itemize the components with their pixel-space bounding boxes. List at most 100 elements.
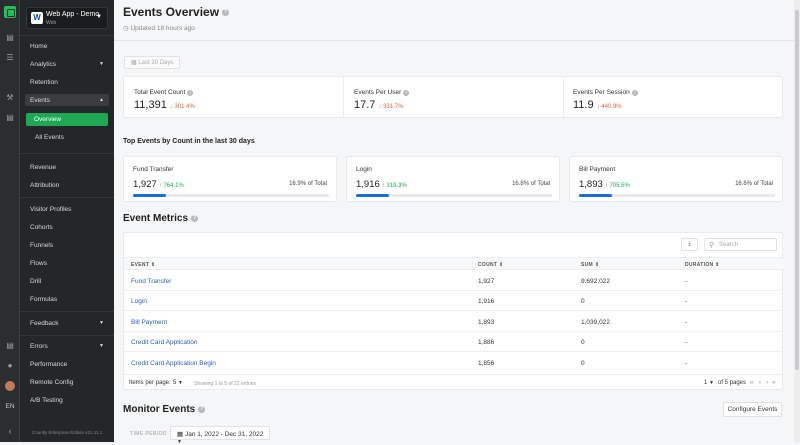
table-row[interactable]: Bill Payment 1,893 1,039,022 - bbox=[124, 312, 784, 332]
sidebar-item-analytics[interactable]: Analytics ▼ bbox=[30, 61, 108, 68]
divider bbox=[563, 77, 564, 117]
divider bbox=[20, 197, 114, 198]
top-event-change: ↑ 319.3% bbox=[382, 183, 407, 189]
scrollbar[interactable] bbox=[794, 0, 800, 442]
top-event-value: 1,927 bbox=[133, 179, 157, 190]
table-row[interactable]: Credit Card Application Begin 1,856 0 - bbox=[124, 353, 784, 373]
app-selector[interactable]: W Web App - Demo Web ▼ bbox=[26, 7, 108, 29]
event-link[interactable]: Credit Card Application Begin bbox=[131, 360, 216, 367]
sidebar-item-label: Events bbox=[30, 97, 50, 104]
column-header-duration[interactable]: DURATION ⇕ bbox=[685, 262, 720, 268]
kpi-events-per-session: Events Per Session? 11.9 ↓ 440.9% bbox=[573, 89, 638, 111]
help-icon[interactable]: ? bbox=[187, 90, 194, 96]
top-event-share: 16.9% of Total bbox=[289, 181, 327, 187]
chevron-down-icon: ▼ bbox=[177, 439, 182, 445]
help-icon[interactable]: ? bbox=[403, 90, 410, 96]
table-row[interactable]: Credit Card Application 1,886 0 - bbox=[124, 332, 784, 352]
countly-logo[interactable] bbox=[4, 6, 16, 18]
chevron-down-icon: ▼ bbox=[99, 320, 104, 326]
event-link[interactable]: Fund Transfer bbox=[131, 278, 172, 285]
column-header-sum[interactable]: SUM ⇕ bbox=[581, 262, 599, 268]
collapse-icon[interactable]: ‹ bbox=[8, 426, 12, 436]
sidebar-item-feedback[interactable]: Feedback ▼ bbox=[30, 320, 108, 327]
column-header-label: EVENT bbox=[131, 262, 150, 268]
sidebar-item-events[interactable]: Events ▲ bbox=[30, 97, 108, 104]
sidebar-item-funnels[interactable]: Funnels bbox=[30, 242, 54, 249]
kpi-total-event-count: Total Event Count? 11,391 ↓ 301.4% bbox=[134, 89, 195, 111]
event-sum: 0 bbox=[581, 298, 585, 305]
menu-icon[interactable]: ☰ bbox=[6, 53, 14, 62]
event-metrics-title: Event Metrics? bbox=[123, 213, 199, 224]
event-sum: 0 bbox=[581, 360, 585, 367]
sidebar-item-retention[interactable]: Retention bbox=[30, 79, 58, 86]
sidebar-item-label: Analytics bbox=[30, 61, 57, 68]
notes-icon[interactable]: ▤ bbox=[6, 341, 14, 350]
sidebar-item-errors[interactable]: Errors ▼ bbox=[30, 343, 108, 350]
document-icon[interactable]: ▤ bbox=[6, 113, 14, 122]
top-event-share: 16.6% of Total bbox=[735, 181, 773, 187]
avatar[interactable] bbox=[0, 381, 20, 393]
event-link[interactable]: Bill Payment bbox=[131, 319, 168, 326]
search-input[interactable]: ⚲ Search bbox=[704, 238, 777, 251]
sidebar-item-flows[interactable]: Flows bbox=[30, 260, 47, 267]
table-row[interactable]: Fund Transfer 1,927 9,692,022 - bbox=[124, 271, 784, 291]
scrollbar-thumb[interactable] bbox=[795, 10, 799, 370]
sidebar-item-performance[interactable]: Performance bbox=[30, 361, 68, 368]
top-event-card[interactable]: Bill Payment 1,893 ↑ 705.5% 16.6% of Tota… bbox=[569, 156, 783, 202]
sidebar-item-remote-config[interactable]: Remote Config bbox=[30, 379, 74, 386]
help-icon[interactable]: ? bbox=[222, 9, 230, 17]
event-link[interactable]: Credit Card Application bbox=[131, 339, 198, 346]
sidebar-item-cohorts[interactable]: Cohorts bbox=[30, 224, 53, 231]
page-select[interactable]: 1 ▼ bbox=[704, 380, 714, 386]
sidebar-item-revenue[interactable]: Revenue bbox=[30, 164, 57, 171]
top-event-card[interactable]: Fund Transfer 1,927 ↑ 764.1% 16.9% of Tot… bbox=[123, 156, 337, 202]
kpi-value: 11.9 bbox=[573, 99, 594, 111]
sidebar-item-drill[interactable]: Drill bbox=[30, 278, 42, 285]
event-link[interactable]: Login bbox=[131, 298, 147, 305]
sidebar-item-formulas[interactable]: Formulas bbox=[30, 296, 58, 303]
arrow-up-icon: ↑ bbox=[381, 183, 385, 189]
event-duration: - bbox=[685, 360, 688, 367]
help-icon[interactable]: ? bbox=[631, 90, 638, 96]
divider bbox=[20, 35, 114, 36]
last-page-icon[interactable]: » bbox=[772, 380, 776, 386]
event-sum: 9,692,022 bbox=[581, 278, 610, 285]
next-page-icon[interactable]: › bbox=[766, 380, 768, 386]
dashboard-icon[interactable]: ▤ bbox=[6, 33, 14, 42]
app-logo-icon: W bbox=[31, 12, 43, 24]
first-page-icon[interactable]: « bbox=[750, 380, 754, 386]
sidebar-item-attribution[interactable]: Attribution bbox=[30, 182, 60, 189]
sidebar-item-visitor-profiles[interactable]: Visitor Profiles bbox=[30, 206, 72, 213]
column-header-event[interactable]: EVENT ⇕ bbox=[131, 262, 155, 268]
top-event-bar-fill bbox=[579, 194, 612, 197]
kpi-change-value: 301.4% bbox=[174, 104, 195, 110]
kpi-events-per-user: Events Per User? 17.7 ↓ 331.7% bbox=[354, 89, 410, 111]
sidebar-item-home[interactable]: Home bbox=[30, 43, 48, 50]
sort-icon: ⇕ bbox=[150, 262, 156, 268]
arrow-up-icon: ↑ bbox=[604, 183, 608, 189]
top-event-value: 1,893 bbox=[579, 179, 603, 190]
bell-icon[interactable]: ● bbox=[7, 361, 13, 370]
download-button[interactable]: ⤓ bbox=[681, 238, 698, 251]
top-event-bar-fill bbox=[356, 194, 389, 197]
table-row[interactable]: Login 1,916 0 - bbox=[124, 291, 784, 311]
date-range-picker[interactable]: ▦ Last 30 Days bbox=[124, 56, 181, 69]
column-header-count[interactable]: COUNT ⇕ bbox=[478, 262, 503, 268]
sidebar-item-all-events[interactable]: All Events bbox=[35, 134, 64, 141]
time-period-select[interactable]: ▦ Jan 1, 2022 - Dec 31, 2022 ▼ bbox=[170, 426, 270, 445]
arrow-down-icon: ↓ bbox=[596, 104, 600, 110]
top-event-change: ↑ 705.5% bbox=[605, 183, 630, 189]
updated-status: ◷ Updated 18 hours ago bbox=[123, 24, 195, 32]
help-icon[interactable]: ? bbox=[191, 214, 199, 222]
items-per-page-select[interactable]: 5 ▼ bbox=[173, 380, 183, 386]
top-event-card[interactable]: Login 1,916 ↑ 319.3% 16.8% of Total bbox=[346, 156, 560, 202]
language-selector[interactable]: EN bbox=[5, 403, 15, 410]
page-title-text: Events Overview bbox=[123, 5, 220, 19]
prev-page-icon[interactable]: ‹ bbox=[759, 380, 761, 386]
chevron-down-icon: ▼ bbox=[709, 380, 714, 386]
help-icon[interactable]: ? bbox=[198, 405, 206, 413]
configure-events-button[interactable]: Configure Events bbox=[723, 402, 782, 417]
sidebar-item-ab-testing[interactable]: A/B Testing bbox=[30, 397, 63, 404]
sidebar-item-overview[interactable]: Overview bbox=[26, 113, 108, 126]
wrench-icon[interactable]: ⚒ bbox=[6, 93, 14, 102]
